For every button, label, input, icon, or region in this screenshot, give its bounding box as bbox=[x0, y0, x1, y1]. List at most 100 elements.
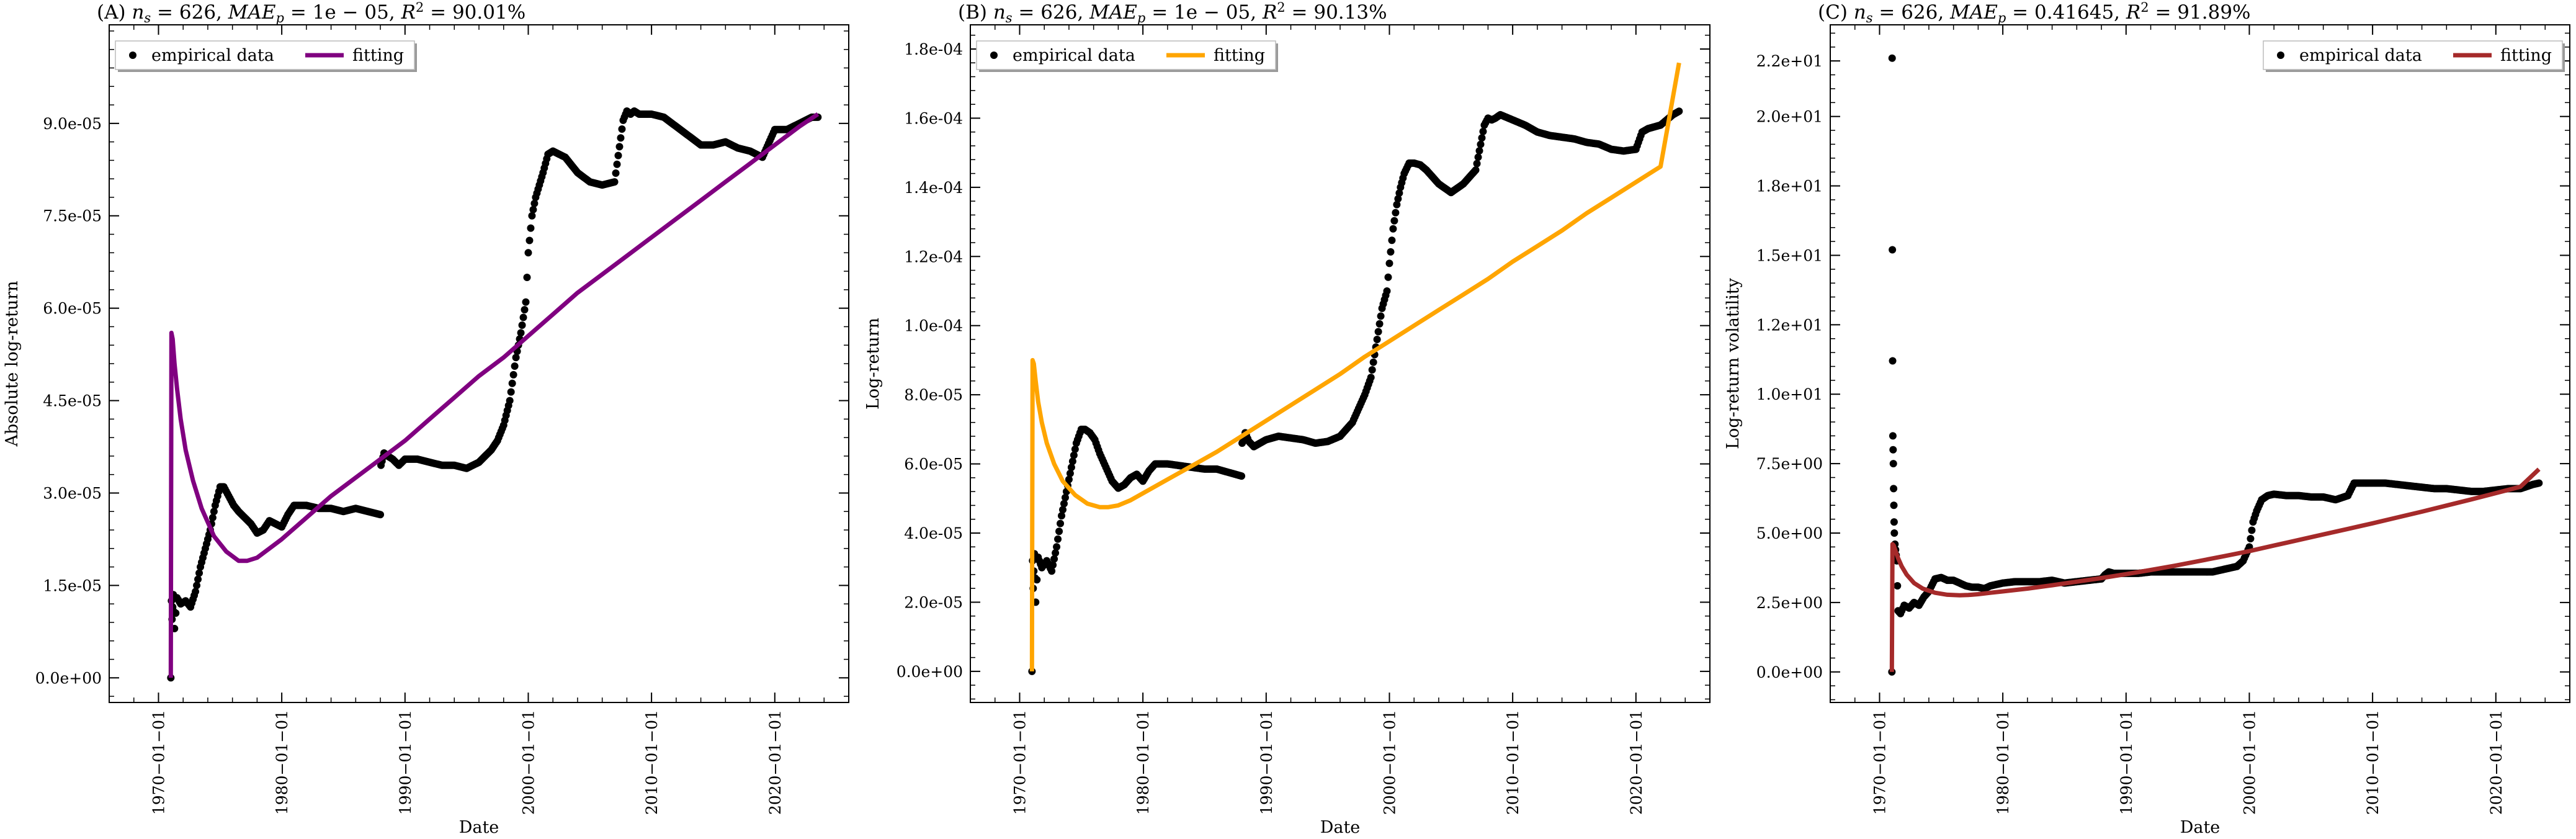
title-symbol: MAE bbox=[228, 1, 276, 24]
empirical-point bbox=[1060, 500, 1068, 508]
x-tick-label: 1970−01−01 bbox=[1871, 710, 1889, 815]
title-symbol: R bbox=[2126, 1, 2140, 24]
fitting-line bbox=[1029, 62, 1681, 671]
legend-marker-empirical bbox=[129, 52, 136, 59]
empirical-point bbox=[172, 609, 180, 617]
panel-b: 1970−01−01 1980−01−01 1990−01−01 2000−01−01… bbox=[864, 0, 1711, 837]
empirical-point bbox=[1050, 555, 1058, 563]
empirical-point bbox=[1054, 535, 1062, 543]
panel-title: (B) ns = 626, MAEp = 1e − 05, R2 = 90.13… bbox=[958, 0, 1387, 25]
empirical-point bbox=[1389, 225, 1397, 233]
empirical-point bbox=[210, 508, 218, 516]
y-axis-label: Log-return bbox=[864, 318, 883, 410]
empirical-point bbox=[1479, 127, 1487, 135]
x-tick-label: 2020−01−01 bbox=[2487, 710, 2505, 815]
y-tick-label: 0.0e+00 bbox=[897, 663, 963, 681]
title-symbol: MAE bbox=[1089, 1, 1137, 24]
empirical-point bbox=[1384, 273, 1392, 281]
empirical-point bbox=[1367, 374, 1375, 382]
title-superscript: 2 bbox=[2140, 0, 2149, 15]
empirical-point bbox=[1059, 506, 1067, 514]
title-superscript: 2 bbox=[416, 0, 424, 15]
title-prefix: (C) bbox=[1818, 1, 1854, 24]
title-symbol: n bbox=[1854, 1, 1866, 24]
panel-c: 1970−01−01 1980−01−01 1990−01−01 2000−01−01… bbox=[1724, 0, 2570, 837]
y-tick-label: 2.0e-05 bbox=[904, 593, 963, 611]
empirical-point bbox=[517, 329, 525, 337]
empirical-series bbox=[1888, 54, 2543, 676]
empirical-series bbox=[167, 107, 822, 682]
empirical-point bbox=[1373, 336, 1381, 343]
title-value: = 626, bbox=[1873, 1, 1951, 24]
empirical-point bbox=[1065, 475, 1073, 483]
title-subscript: s bbox=[1006, 11, 1013, 25]
data-layer bbox=[1028, 62, 1683, 675]
empirical-point bbox=[1058, 512, 1066, 520]
x-tick-label: 2010−01−01 bbox=[1504, 710, 1522, 815]
empirical-point bbox=[522, 298, 530, 306]
x-tick-label: 1990−01−01 bbox=[1258, 710, 1276, 815]
empirical-point bbox=[1474, 153, 1482, 161]
empirical-point bbox=[521, 306, 529, 314]
y-tick-label: 2.2e+01 bbox=[1756, 52, 1823, 70]
empirical-point bbox=[507, 388, 515, 396]
legend: empirical data fitting bbox=[115, 40, 417, 72]
empirical-point bbox=[613, 160, 621, 168]
y-tick-label: 4.0e-05 bbox=[904, 524, 963, 542]
empirical-point bbox=[1070, 451, 1078, 459]
title-subscript: p bbox=[1137, 11, 1145, 25]
empirical-point bbox=[512, 354, 520, 362]
plot-frame bbox=[970, 24, 1711, 703]
y-tick-label: 8.0e-05 bbox=[904, 386, 963, 404]
y-tick-label: 5.0e+00 bbox=[1756, 524, 1823, 542]
title-value: = 626, bbox=[151, 1, 228, 24]
legend: empirical data fitting bbox=[2263, 40, 2565, 72]
empirical-point bbox=[1385, 259, 1393, 267]
title-symbol: n bbox=[132, 1, 144, 24]
empirical-point bbox=[1473, 159, 1481, 168]
empirical-point bbox=[1377, 312, 1385, 320]
empirical-point bbox=[2535, 479, 2543, 487]
empirical-point bbox=[1890, 518, 1898, 526]
empirical-point bbox=[1889, 432, 1897, 440]
empirical-point bbox=[528, 212, 536, 220]
empirical-point bbox=[523, 274, 531, 282]
empirical-point bbox=[1048, 567, 1056, 575]
empirical-point bbox=[1472, 166, 1480, 174]
empirical-point bbox=[614, 151, 622, 159]
empirical-point bbox=[1889, 246, 1897, 254]
title-prefix: (A) bbox=[97, 1, 132, 24]
empirical-point bbox=[612, 169, 620, 177]
legend-label-fitting: fitting bbox=[1214, 46, 1265, 65]
empirical-point bbox=[193, 581, 201, 590]
legend-marker-empirical bbox=[990, 52, 998, 59]
y-tick-label: 1.8e-04 bbox=[904, 40, 963, 58]
empirical-point bbox=[529, 205, 537, 213]
legend-box bbox=[115, 40, 415, 70]
title-value: = 90.13% bbox=[1286, 1, 1387, 24]
y-tick-label: 7.5e-05 bbox=[43, 207, 102, 225]
empirical-point bbox=[1390, 217, 1398, 225]
legend-box bbox=[976, 40, 1276, 70]
empirical-point bbox=[1394, 195, 1402, 203]
empirical-point bbox=[377, 511, 385, 519]
y-tick-label: 1.0e+01 bbox=[1756, 385, 1823, 403]
x-axis-label: Date bbox=[2180, 818, 2220, 837]
empirical-point bbox=[1375, 320, 1384, 328]
empirical-point bbox=[1055, 527, 1063, 536]
y-tick-label: 2.5e+00 bbox=[1756, 594, 1823, 612]
y-tick-label: 1.2e+01 bbox=[1756, 316, 1823, 334]
y-tick-label: 9.0e-05 bbox=[43, 115, 102, 133]
x-tick-label: 2010−01−01 bbox=[643, 710, 661, 815]
title-value: = 90.01% bbox=[424, 1, 525, 24]
title-value: = 1e − 05, bbox=[284, 1, 401, 24]
legend-label-empirical: empirical data bbox=[2299, 46, 2422, 65]
empirical-point bbox=[1392, 209, 1400, 217]
data-layer bbox=[167, 107, 822, 682]
empirical-point bbox=[1383, 287, 1391, 295]
x-tick-label: 2000−01−01 bbox=[2240, 710, 2258, 815]
empirical-point bbox=[1395, 189, 1403, 197]
plot-frame bbox=[109, 24, 849, 703]
empirical-point bbox=[1033, 576, 1041, 584]
empirical-point bbox=[506, 397, 514, 405]
